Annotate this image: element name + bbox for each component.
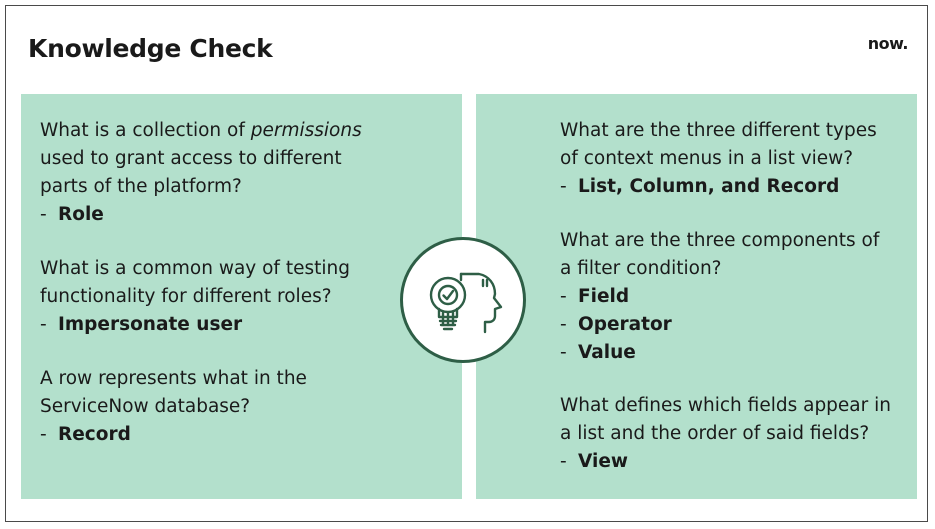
slide: Knowledge Check now. What is a collectio… (5, 5, 928, 522)
qa-item-record: A row represents what in the ServiceNow … (40, 365, 307, 449)
question-line: a filter condition? (560, 258, 722, 279)
question-line: of context menus in a list view? (560, 148, 854, 169)
question-line: parts of the platform? (40, 176, 242, 197)
page-title: Knowledge Check (28, 34, 273, 63)
servicenow-logo: now. (867, 34, 909, 53)
lightbulb-head-icon (429, 272, 503, 334)
answer-text: View (578, 451, 628, 472)
answer-text: Field (578, 286, 630, 307)
answer-line: - Record (40, 424, 131, 445)
knowledge-badge (400, 237, 526, 363)
question-line: a list and the order of said fields? (560, 423, 870, 444)
question-line: What are the three different types (560, 120, 877, 141)
question-line: What is a common way of testing (40, 258, 350, 279)
answer-line: - Role (40, 204, 104, 225)
question-line: What defines which fields appear in (560, 395, 891, 416)
question-line: ServiceNow database? (40, 396, 251, 417)
question-line: What are the three components of (560, 230, 880, 251)
question-line: What is a collection of permissions (40, 120, 362, 141)
answer-line: - Operator (560, 314, 672, 335)
question-line: A row represents what in the (40, 368, 307, 389)
right-panel: What are the three different types of co… (476, 94, 917, 499)
qa-item-role: What is a collection of permissions used… (40, 117, 362, 229)
question-line: used to grant access to different (40, 148, 342, 169)
answer-text: Value (578, 342, 636, 363)
qa-item-filter-condition: What are the three components of a filte… (560, 227, 879, 367)
qa-item-impersonate: What is a common way of testing function… (40, 255, 350, 339)
answer-text: List, Column, and Record (578, 176, 840, 197)
qa-item-view: What defines which fields appear in a li… (560, 392, 891, 476)
question-emphasis: permissions (250, 120, 362, 141)
answer-line: - View (560, 451, 628, 472)
left-panel: What is a collection of permissions used… (21, 94, 462, 499)
answer-text: Operator (578, 314, 672, 335)
answer-line: - Field (560, 286, 630, 307)
qa-item-context-menus: What are the three different types of co… (560, 117, 877, 201)
answer-text: Impersonate user (58, 314, 243, 335)
answer-text: Role (58, 204, 104, 225)
answer-line: - Value (560, 342, 636, 363)
answer-text: Record (58, 424, 131, 445)
answer-line: - List, Column, and Record (560, 176, 840, 197)
question-line: functionality for different roles? (40, 286, 332, 307)
answer-line: - Impersonate user (40, 314, 243, 335)
